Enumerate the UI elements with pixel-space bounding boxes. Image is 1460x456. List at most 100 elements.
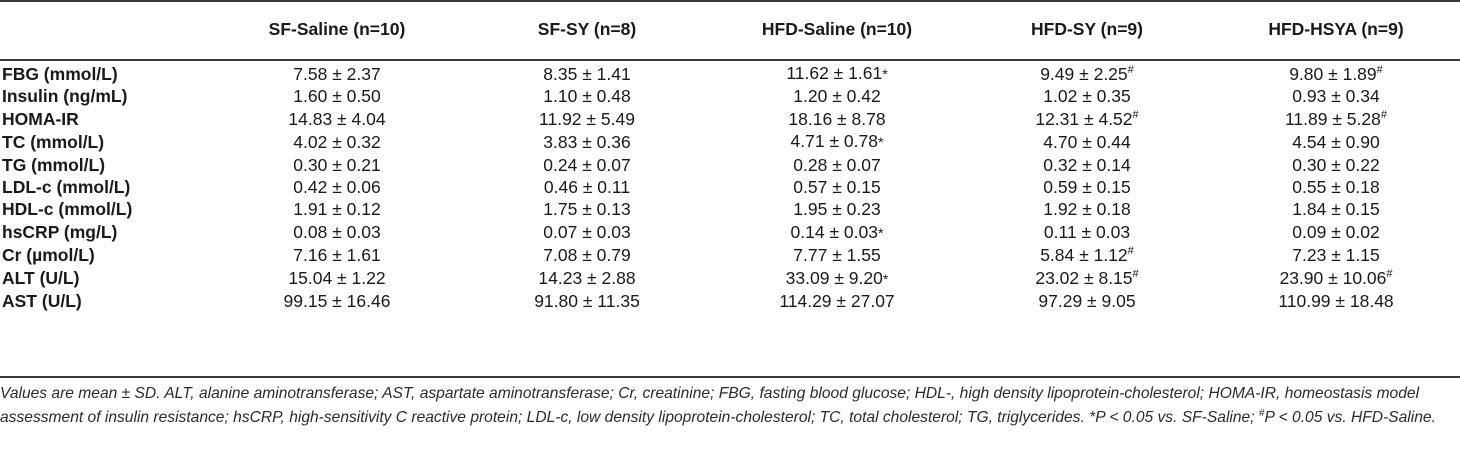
table-cell: 0.07 ± 0.03 xyxy=(462,221,712,244)
table-cell: 114.29 ± 27.07 xyxy=(712,290,962,312)
row-label: Insulin (ng/mL) xyxy=(2,86,128,107)
table-cell: 110.99 ± 18.48 xyxy=(1212,290,1460,312)
cell-value: 0.28 ± 0.07 xyxy=(793,154,881,175)
header-cell-hfd-hsya: HFD-HSYA (n=9) xyxy=(1268,19,1404,39)
row-label: Cr (µmol/L) xyxy=(2,245,95,266)
star-mark: * xyxy=(882,66,888,82)
cell-value: 1.20 ± 0.42 xyxy=(793,86,881,107)
table-cell: 0.24 ± 0.07 xyxy=(462,154,712,176)
cell-value: 11.89 ± 5.28 xyxy=(1284,108,1381,129)
table-cell: 1.95 ± 0.23 xyxy=(712,198,962,220)
cell-value: 7.16 ± 1.61 xyxy=(293,245,381,266)
table-cell: 7.58 ± 2.37 xyxy=(212,59,462,85)
cell-value: 14.23 ± 2.88 xyxy=(538,268,636,289)
table-cell: 99.15 ± 16.46 xyxy=(212,290,462,312)
cell-value: 7.23 ± 1.15 xyxy=(1292,245,1380,266)
cell-value: 0.57 ± 0.15 xyxy=(793,177,881,198)
top-rule xyxy=(0,0,1460,2)
table-cell: 23.02 ± 8.15# xyxy=(962,267,1212,290)
cell-value: 1.84 ± 0.15 xyxy=(1292,199,1380,220)
table-cell: 0.11 ± 0.03 xyxy=(962,221,1212,244)
table-row: Cr (µmol/L) 7.16 ± 1.61 7.08 ± 0.79 7.77 ± … xyxy=(0,244,1460,266)
table-cell: 4.71 ± 0.78* xyxy=(712,130,962,153)
table-cell: 7.16 ± 1.61 xyxy=(212,244,462,266)
star-mark: * xyxy=(878,134,884,151)
table-cell: 91.80 ± 11.35 xyxy=(462,290,712,312)
hash-mark: # xyxy=(1127,63,1134,76)
table-cell: 0.42 ± 0.06 xyxy=(212,176,462,198)
cell-value: 33.09 ± 9.20 xyxy=(785,267,883,288)
row-label: FBG (mmol/L) xyxy=(2,63,118,84)
cell-value: 15.04 ± 1.22 xyxy=(288,268,386,289)
cell-value: 0.42 ± 0.06 xyxy=(293,177,381,198)
table-cell: 9.49 ± 2.25# xyxy=(962,59,1212,85)
table-row: AST (U/L) 99.15 ± 16.46 91.80 ± 11.35 114.2… xyxy=(0,290,1460,312)
bottom-rule xyxy=(0,376,1460,378)
cell-value: 0.32 ± 0.14 xyxy=(1043,154,1131,175)
table-cell: 0.59 ± 0.15 xyxy=(962,176,1212,198)
table-body: FBG (mmol/L) 7.58 ± 2.37 8.35 ± 1.41 11.62 … xyxy=(0,59,1460,312)
cell-value: 4.70 ± 0.44 xyxy=(1043,131,1131,152)
row-label: TC (mmol/L) xyxy=(2,131,105,152)
cell-value: 11.92 ± 5.49 xyxy=(539,108,635,129)
table-row: HDL-c (mmol/L) 1.91 ± 0.12 1.75 ± 0.13 1.95… xyxy=(0,198,1460,220)
cell-value: 1.95 ± 0.23 xyxy=(793,199,881,220)
cell-value: 0.30 ± 0.22 xyxy=(1292,154,1380,175)
hash-mark: # xyxy=(1386,268,1393,281)
cell-value: 1.91 ± 0.12 xyxy=(293,199,381,220)
cell-value: 4.02 ± 0.32 xyxy=(293,131,381,152)
table-cell: 7.08 ± 0.79 xyxy=(462,244,712,266)
table-cell: 18.16 ± 8.78 xyxy=(712,108,962,130)
table-row: HOMA-IR 14.83 ± 4.04 11.92 ± 5.49 18.16 ± 8… xyxy=(0,108,1460,130)
table-cell: 33.09 ± 9.20* xyxy=(712,267,962,290)
table-cell: 0.30 ± 0.21 xyxy=(212,154,462,176)
header-cell-sf-sy: SF-SY (n=8) xyxy=(537,19,637,39)
cell-value: 97.29 ± 9.05 xyxy=(1038,291,1136,312)
table-row: TG (mmol/L) 0.30 ± 0.21 0.24 ± 0.07 0.28 ± … xyxy=(0,154,1460,176)
table-cell: 4.54 ± 0.90 xyxy=(1212,130,1460,153)
header-cell-sf-saline: SF-Saline (n=10) xyxy=(268,19,406,39)
table-cell: 0.28 ± 0.07 xyxy=(712,154,962,176)
cell-value: 11.62 ± 1.61 xyxy=(786,63,883,83)
table-row: ALT (U/L) 15.04 ± 1.22 14.23 ± 2.88 33.09 ±… xyxy=(0,267,1460,290)
hash-mark: # xyxy=(1127,245,1134,258)
row-label: TG (mmol/L) xyxy=(2,154,106,175)
data-table: SF-Saline (n=10) SF-SY (n=8) HFD-Saline … xyxy=(0,19,1460,312)
cell-value: 12.31 ± 4.52 xyxy=(1035,108,1133,129)
cell-value: 0.07 ± 0.03 xyxy=(543,222,631,243)
cell-value: 99.15 ± 16.46 xyxy=(283,291,391,312)
row-label: HOMA-IR xyxy=(2,108,79,129)
footnote-hash-mark: # xyxy=(1258,407,1265,419)
table-cell: 9.80 ± 1.89# xyxy=(1212,59,1460,85)
table-cell: 11.92 ± 5.49 xyxy=(462,108,712,130)
table-cell: 1.75 ± 0.13 xyxy=(462,198,712,220)
star-mark: * xyxy=(878,224,884,241)
cell-value: 0.55 ± 0.18 xyxy=(1292,177,1380,198)
table-cell: 0.09 ± 0.02 xyxy=(1212,221,1460,244)
table-cell: 8.35 ± 1.41 xyxy=(462,59,712,85)
cell-value: 0.93 ± 0.34 xyxy=(1292,86,1380,107)
header-rule xyxy=(0,59,1460,61)
table-cell: 0.32 ± 0.14 xyxy=(962,154,1212,176)
cell-value: 23.02 ± 8.15 xyxy=(1035,268,1133,289)
table-cell: 0.55 ± 0.18 xyxy=(1212,176,1460,198)
header-cell-hfd-sy: HFD-SY (n=9) xyxy=(1031,19,1143,39)
table-cell: 0.46 ± 0.11 xyxy=(462,176,712,198)
cell-value: 14.83 ± 4.04 xyxy=(288,108,386,129)
cell-value: 0.59 ± 0.15 xyxy=(1043,177,1131,198)
footnote-star-text: P < 0.05 vs. SF-Saline; xyxy=(1095,408,1259,426)
cell-value: 18.16 ± 8.78 xyxy=(788,108,886,129)
cell-value: 23.90 ± 10.06 xyxy=(1279,268,1387,289)
table-cell: 0.14 ± 0.03* xyxy=(712,221,962,244)
star-mark: * xyxy=(882,270,889,287)
table-row: hsCRP (mg/L) 0.08 ± 0.03 0.07 ± 0.03 0.14 ±… xyxy=(0,221,1460,244)
table-row: FBG (mmol/L) 7.58 ± 2.37 8.35 ± 1.41 11.62 … xyxy=(0,59,1460,85)
table-cell: 14.83 ± 4.04 xyxy=(212,108,462,130)
table-cell: 0.30 ± 0.22 xyxy=(1212,154,1460,176)
cell-value: 1.10 ± 0.48 xyxy=(543,86,631,107)
row-label: AST (U/L) xyxy=(2,291,82,312)
table-cell: 4.02 ± 0.32 xyxy=(212,130,462,153)
row-label: LDL-c (mmol/L) xyxy=(2,177,131,198)
cell-value: 110.99 ± 18.48 xyxy=(1278,291,1394,312)
